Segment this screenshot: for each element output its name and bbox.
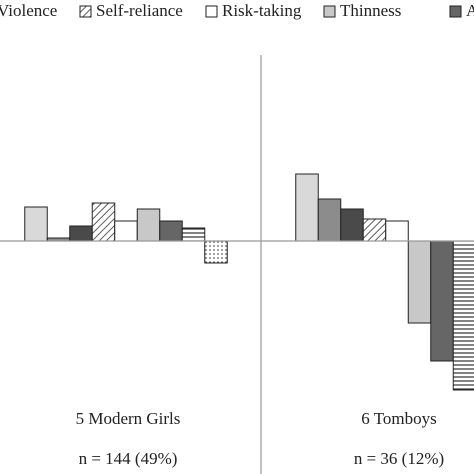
category-note: n = 36 (12%)	[354, 449, 444, 468]
bar	[24, 206, 48, 242]
legend-label: A	[466, 1, 474, 20]
bar	[114, 220, 138, 242]
legend-swatch	[449, 5, 462, 18]
bar	[69, 225, 93, 242]
legend-swatch	[323, 5, 336, 18]
legend-label: Self-reliance	[96, 1, 183, 20]
bar	[136, 208, 161, 242]
bar	[407, 240, 432, 324]
legend-swatch	[205, 5, 218, 18]
bar	[340, 208, 364, 242]
bar	[430, 240, 454, 362]
legend-label: Violence	[0, 1, 57, 20]
bar	[317, 198, 342, 242]
bar	[159, 220, 183, 242]
bar	[204, 240, 228, 264]
bar	[452, 240, 474, 391]
legend-swatch	[79, 5, 92, 18]
bar	[295, 173, 319, 242]
bar	[362, 218, 387, 242]
category-note: n = 144 (49%)	[79, 449, 178, 468]
x-tick-label: 6 Tomboys	[361, 409, 436, 428]
legend-label: Risk-taking	[222, 1, 302, 20]
bar	[385, 220, 409, 242]
bar	[91, 202, 116, 242]
legend-label: Thinness	[340, 1, 401, 20]
bar	[181, 227, 206, 242]
x-tick-label: 5 Modern Girls	[76, 409, 181, 428]
